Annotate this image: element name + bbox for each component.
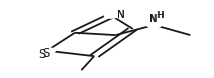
Circle shape [147, 22, 162, 28]
Text: N: N [150, 14, 158, 24]
Circle shape [104, 13, 118, 18]
Text: N: N [149, 14, 157, 24]
Circle shape [39, 48, 55, 54]
Text: H: H [157, 11, 164, 20]
Text: S: S [38, 48, 45, 61]
Text: H: H [156, 11, 163, 20]
Text: N: N [117, 10, 124, 20]
Text: S: S [42, 47, 50, 60]
Text: N: N [117, 10, 124, 20]
